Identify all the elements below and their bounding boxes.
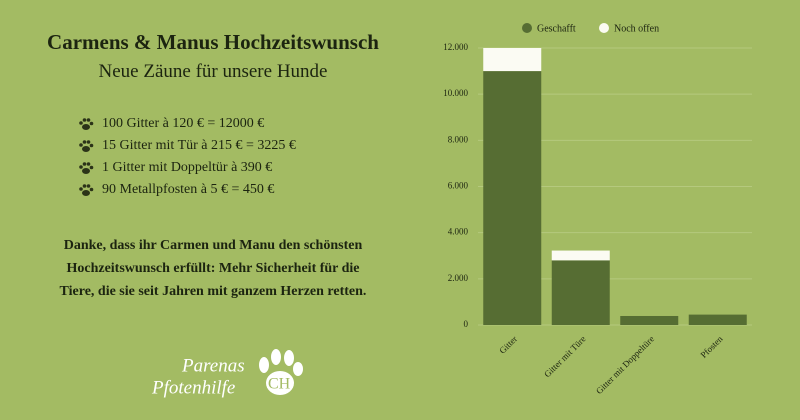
paw-icon: [79, 118, 94, 130]
bar-segment: [620, 315, 679, 325]
item: 90 Metallpfosten à 5 € = 450 €: [78, 182, 274, 198]
logo: Parenas Pfotenhilfe CH: [151, 349, 303, 398]
x-tick-label: Pfosten: [698, 333, 725, 360]
item-text: 90 Metallpfosten à 5 € = 450 €: [102, 182, 275, 197]
legend-swatch: [599, 23, 609, 33]
paw-icon: [79, 162, 94, 174]
bar-segment: [483, 48, 542, 72]
item-text: 100 Gitter à 120 € = 12000 €: [102, 116, 265, 131]
logo-line2: Pfotenhilfe: [151, 377, 235, 398]
paw-icon: [79, 184, 94, 196]
title: Carmens & Manus Hochzeitswunsch: [47, 30, 379, 54]
bar-segment: [551, 250, 610, 261]
logo-line1: Parenas: [181, 355, 245, 376]
legend-label: Geschafft: [537, 23, 576, 34]
subtitle: Neue Zäune für unsere Hunde: [98, 61, 328, 82]
paw-icon: [79, 140, 94, 152]
item: 100 Gitter à 120 € = 12000 €: [78, 116, 264, 132]
message: Danke, dass ihr Carmen und Manu den schö…: [59, 238, 367, 299]
item-text: 1 Gitter mit Doppeltür à 390 €: [102, 160, 273, 175]
y-tick-label: 4.000: [448, 227, 469, 237]
legend-label: Noch offen: [614, 23, 659, 34]
y-tick-label: 2.000: [448, 273, 469, 283]
bar-segment: [551, 260, 610, 325]
logo-paw: [259, 349, 303, 395]
x-tick-label: Gitter mit Türe: [542, 334, 587, 379]
logo-suffix: CH: [268, 376, 291, 393]
bar-segment: [483, 71, 542, 325]
y-tick-label: 12.000: [443, 42, 468, 52]
y-tick-label: 10.000: [443, 88, 468, 98]
bar-segment: [688, 314, 747, 325]
y-tick-label: 6.000: [448, 181, 469, 191]
item: 1 Gitter mit Doppeltür à 390 €: [78, 160, 272, 176]
x-tick-label: Gitter: [497, 334, 519, 356]
item-text: 15 Gitter mit Tür à 215 € = 3225 €: [102, 138, 296, 153]
y-tick-label: 0: [464, 319, 469, 329]
y-tick-label: 8.000: [448, 134, 469, 144]
legend-swatch: [522, 23, 532, 33]
item: 15 Gitter mit Tür à 215 € = 3225 €: [78, 138, 296, 154]
x-tick-label: Gitter mit Doppeltüre: [594, 334, 656, 396]
